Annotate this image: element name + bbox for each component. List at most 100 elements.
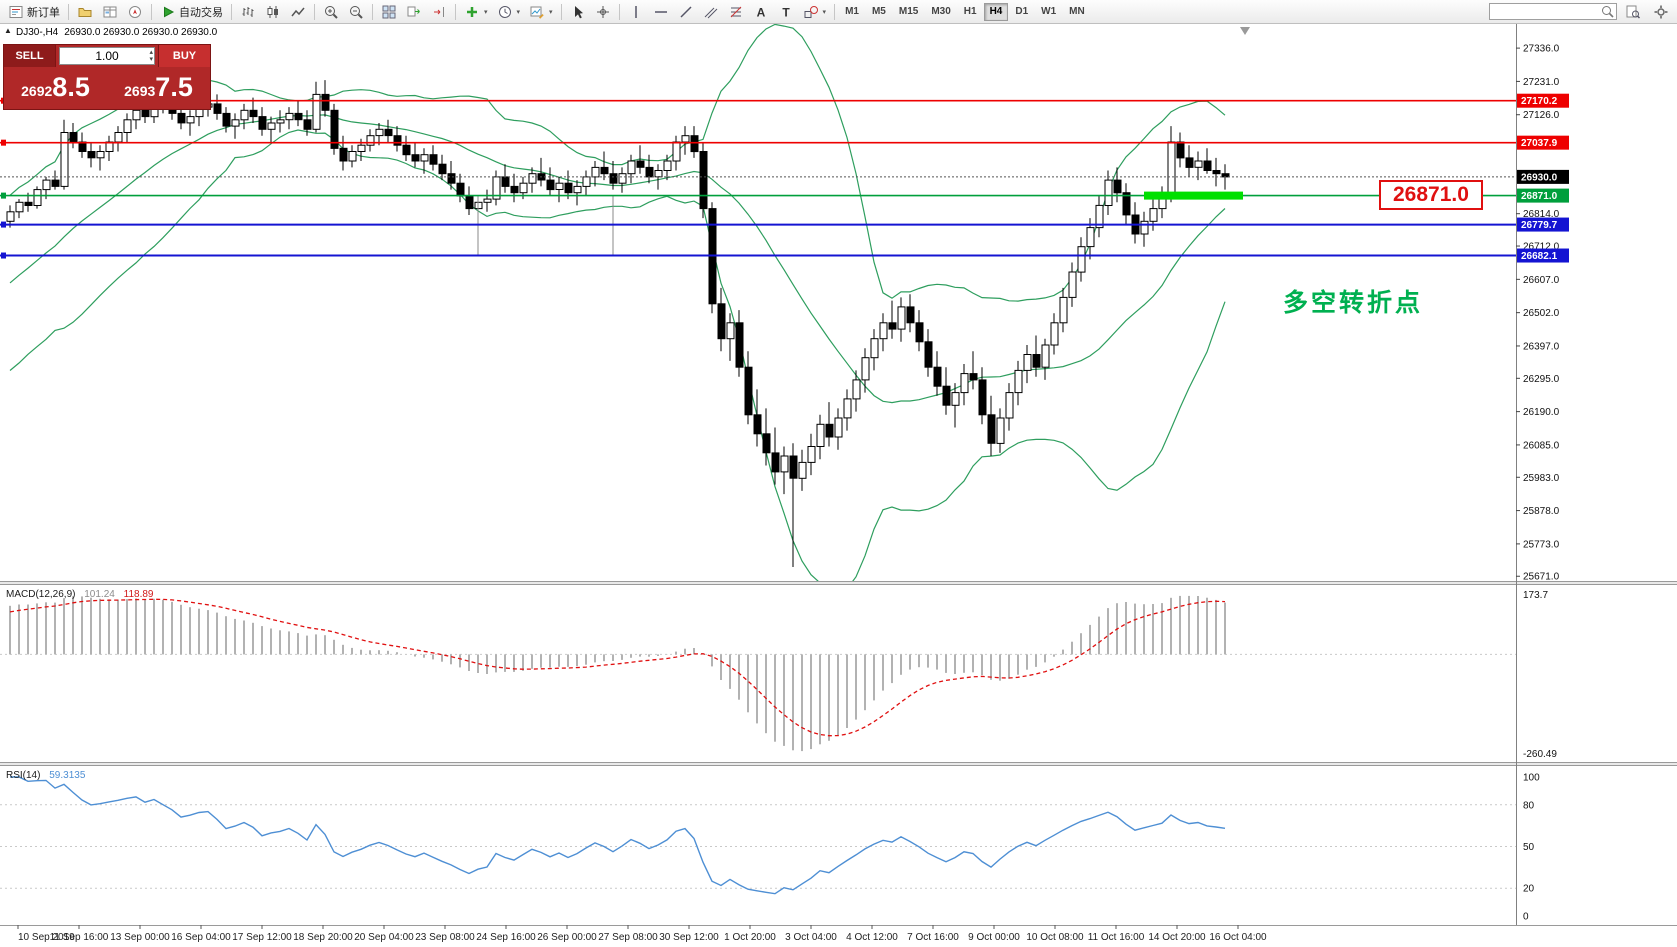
buy-button[interactable]: 2693 7.5 <box>124 72 193 102</box>
price-badge <box>1517 93 1569 108</box>
crosshair-button[interactable] <box>591 2 615 22</box>
svg-text:10 Sep 2019: 10 Sep 2019 <box>18 932 75 943</box>
settings-button[interactable] <box>1649 2 1673 22</box>
timeframe-d1[interactable]: D1 <box>1009 3 1034 21</box>
panel-divider[interactable] <box>0 581 1677 585</box>
timeframe-m30[interactable]: M30 <box>925 3 956 21</box>
highlight-segment[interactable] <box>1144 191 1243 200</box>
channel-tool[interactable] <box>699 2 723 22</box>
compass-icon <box>129 5 141 18</box>
svg-text:27 Sep 08:00: 27 Sep 08:00 <box>598 932 658 943</box>
svg-text:11 Oct 16:00: 11 Oct 16:00 <box>1088 932 1145 943</box>
chart-shift-button[interactable] <box>427 2 451 22</box>
line-anchor-marker[interactable] <box>1 139 6 146</box>
svg-text:18 Sep 20:00: 18 Sep 20:00 <box>293 932 353 943</box>
cursor-button[interactable] <box>566 2 590 22</box>
navigator-button[interactable] <box>123 2 147 22</box>
panel-divider[interactable] <box>0 762 1677 766</box>
timeframe-m1[interactable]: M1 <box>839 3 865 21</box>
chevron-down-icon: ▾ <box>516 8 521 16</box>
tile-windows-button[interactable] <box>377 2 401 22</box>
fibonacci-tool[interactable] <box>724 2 748 22</box>
trendline-tool[interactable] <box>674 2 698 22</box>
toolbar-separator <box>68 3 69 20</box>
tile-windows-icon <box>382 5 396 18</box>
templates-button[interactable]: ▾ <box>525 2 557 22</box>
volume-value: 1.00 <box>95 49 119 63</box>
rsi-axis-tick: 20 <box>1523 884 1535 895</box>
buy-tab[interactable]: BUY <box>158 45 210 67</box>
svg-text:26397.0: 26397.0 <box>1523 341 1560 352</box>
price-axis[interactable]: 27336.0 27231.0 27126.0 26814.0 26712.0 26607… <box>1516 44 1560 583</box>
svg-text:27336.0: 27336.0 <box>1523 44 1560 55</box>
search-input[interactable] <box>1489 3 1617 20</box>
text-tool[interactable]: A <box>749 2 773 22</box>
toolbar: 新订单 自动交易 ▾ ▾ <box>0 0 1677 24</box>
svg-text:27126.0: 27126.0 <box>1523 110 1560 121</box>
bar-chart-button[interactable] <box>236 2 260 22</box>
one-click-collapse-arrow[interactable]: ▲ <box>4 26 12 35</box>
chart-title-row: DJ30-,H4 26930.0 26930.0 26930.0 26930.0 <box>16 27 217 38</box>
svg-text:30 Sep 12:00: 30 Sep 12:00 <box>659 932 719 943</box>
shapes-tool[interactable]: ▾ <box>799 2 831 22</box>
spinner-up-icon[interactable]: ▴ <box>149 49 153 56</box>
gear-icon <box>1654 5 1668 18</box>
line-anchor-marker[interactable] <box>1 192 6 199</box>
timeframe-m5[interactable]: M5 <box>866 3 892 21</box>
folder-icon <box>78 7 92 17</box>
profiles-button[interactable] <box>73 2 97 22</box>
timeframe-m15[interactable]: M15 <box>893 3 924 21</box>
sell-tab[interactable]: SELL <box>4 45 56 67</box>
svg-text:26682.1: 26682.1 <box>1521 251 1558 262</box>
svg-text:27037.9: 27037.9 <box>1521 138 1558 149</box>
svg-text:24 Sep 16:00: 24 Sep 16:00 <box>476 932 536 943</box>
svg-text:9 Oct 00:00: 9 Oct 00:00 <box>968 932 1020 943</box>
price-badge <box>1517 217 1569 232</box>
candlestick-chart-button[interactable] <box>261 2 285 22</box>
svg-text:7 Oct 16:00: 7 Oct 16:00 <box>907 932 959 943</box>
rsi-line <box>10 776 1226 895</box>
rsi-axis-tick: 0 <box>1523 912 1529 923</box>
rsi-label: RSI(14) 59.3135 <box>6 770 85 781</box>
new-order-button[interactable]: 新订单 <box>4 2 64 22</box>
line-chart-button[interactable] <box>286 2 310 22</box>
chevron-down-icon: ▾ <box>549 8 553 16</box>
auto-scroll-button[interactable] <box>402 2 426 22</box>
price-callout-label[interactable]: 26871.0 <box>1379 180 1483 210</box>
svg-text:25671.0: 25671.0 <box>1523 572 1560 583</box>
toolbar-separator <box>151 3 152 20</box>
autotrade-button[interactable]: 自动交易 <box>156 2 227 22</box>
macd-label: MACD(12,26,9) 101.24 118.89 <box>6 589 153 600</box>
spinner-down-icon[interactable]: ▾ <box>149 56 153 63</box>
timeframe-h4[interactable]: H4 <box>983 2 1009 21</box>
chart-shift-marker[interactable] <box>1240 27 1250 35</box>
turning-point-annotation[interactable]: 多空转折点 <box>1283 289 1424 317</box>
volume-input[interactable]: 1.00 ▴ ▾ <box>59 47 155 65</box>
svg-text:16 Sep 04:00: 16 Sep 04:00 <box>171 932 231 943</box>
timeframe-w1[interactable]: W1 <box>1035 3 1062 21</box>
zoom-in-button[interactable] <box>319 2 343 22</box>
text-a-icon: A <box>756 5 765 19</box>
horizontal-line-tool[interactable] <box>649 2 673 22</box>
zoom-out-button[interactable] <box>344 2 368 22</box>
svg-text:26814.0: 26814.0 <box>1523 209 1560 220</box>
indicators-button[interactable]: ▾ <box>460 2 492 22</box>
symbols-icon <box>1626 5 1641 19</box>
market-watch-button[interactable] <box>98 2 122 22</box>
macd-axis-max: 173.7 <box>1523 590 1548 601</box>
periods-button[interactable]: ▾ <box>493 2 525 22</box>
macd-histogram <box>9 595 1226 752</box>
one-click-trading-widget: SELL 1.00 ▴ ▾ BUY 2692 8.5 2693 7.5 <box>3 44 211 110</box>
sell-button[interactable]: 2692 8.5 <box>21 72 90 102</box>
channel-icon <box>704 7 717 18</box>
timeframe-h1[interactable]: H1 <box>958 3 983 21</box>
line-anchor-marker[interactable] <box>1 252 6 259</box>
line-anchor-marker[interactable] <box>1 221 6 228</box>
candlestick-icon <box>267 5 278 18</box>
timeframe-mn[interactable]: MN <box>1063 3 1091 21</box>
symbols-button[interactable] <box>1621 2 1645 22</box>
vertical-line-tool[interactable] <box>624 2 648 22</box>
text-label-tool[interactable]: T <box>774 2 798 22</box>
